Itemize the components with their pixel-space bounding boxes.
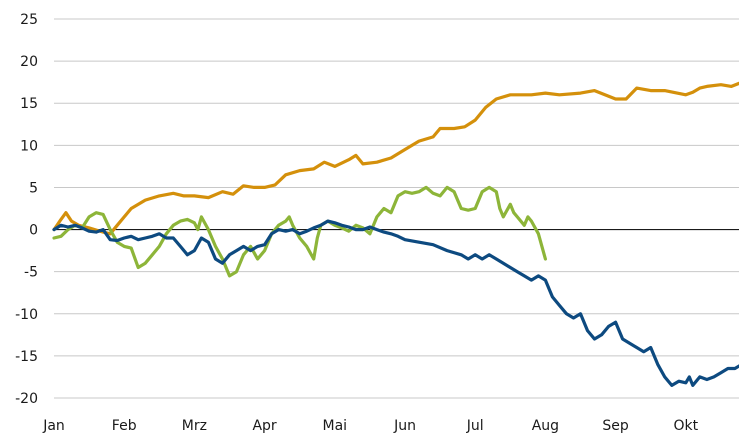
x-tick-label: Okt (673, 418, 698, 434)
x-tick-label: Mai (323, 418, 348, 434)
horizontal-grid (54, 18, 739, 399)
y-tick-label: 5 (29, 180, 38, 196)
y-tick-label: -15 (15, 349, 38, 365)
x-tick-label: Jun (393, 418, 416, 434)
y-tick-label: 0 (29, 223, 38, 239)
y-tick-label: -20 (15, 391, 38, 407)
x-tick-label: Apr (252, 418, 276, 434)
y-tick-label: -10 (15, 307, 38, 323)
y-tick-label: 25 (20, 12, 38, 28)
x-axis-tick-labels: Jan Feb Mrz Apr Mai Jun Jul Aug Sep Okt (42, 418, 698, 434)
x-tick-label: Aug (532, 418, 559, 434)
series-line-2 (52, 185, 548, 278)
y-axis-tick-labels: 25 20 15 10 5 0 -5 -10 -15 -20 (15, 12, 38, 407)
y-tick-label: 20 (20, 54, 38, 70)
x-tick-label: Jul (466, 418, 484, 434)
y-tick-label: 10 (20, 138, 38, 154)
x-tick-label: Sep (602, 418, 629, 434)
y-tick-label: 15 (20, 96, 38, 112)
series-line-1 (52, 81, 739, 236)
x-tick-label: Jan (42, 418, 65, 434)
series-line-3 (52, 219, 739, 387)
series-lines (52, 81, 739, 387)
x-tick-label: Mrz (182, 418, 207, 434)
x-tick-label: Feb (112, 418, 137, 434)
y-tick-label: -5 (24, 265, 38, 281)
